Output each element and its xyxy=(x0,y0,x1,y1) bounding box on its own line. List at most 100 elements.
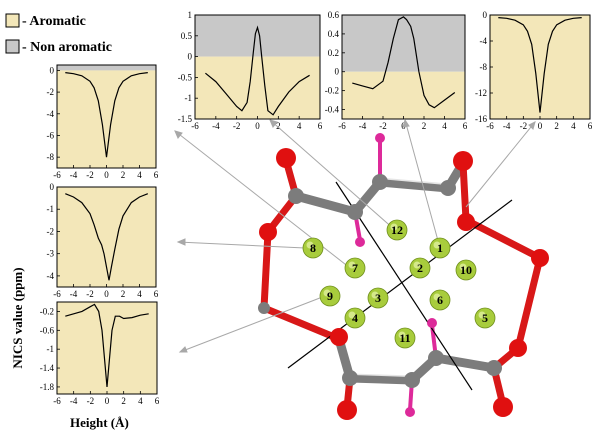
x-tick-label: -2 xyxy=(86,170,94,180)
x-tick-label: -6 xyxy=(191,121,199,131)
y-tick-label: -2 xyxy=(47,226,55,236)
x-tick-label: 4 xyxy=(137,289,142,299)
ring-label: 6 xyxy=(437,293,443,307)
x-tick-label: -4 xyxy=(70,170,78,180)
aromatic-region xyxy=(195,56,320,119)
non-aromatic-region xyxy=(57,65,156,71)
y-tick-label: 0.4 xyxy=(328,29,340,39)
nics-probe-5: 5 xyxy=(474,307,496,329)
x-tick-label: 4 xyxy=(297,121,302,131)
x-tick-label: -6 xyxy=(338,121,346,131)
carbon-atom xyxy=(372,174,388,190)
carbon-atom xyxy=(258,302,270,314)
oxygen-bond xyxy=(260,304,343,343)
carbon-atom xyxy=(428,350,444,366)
nics-plot-ring-7: -6 -4 -2 0 2 4 6 0 -1 -2 -3 -4 xyxy=(47,182,159,299)
x-tick-label: 0 xyxy=(255,121,260,131)
carbon-atom xyxy=(404,372,420,388)
nics-plot-ring-8: -6 -4 -2 0 2 4 6 0 -2 -4 -6 -8 xyxy=(47,64,159,180)
carbon-atom xyxy=(342,370,358,386)
y-tick-label: -4 xyxy=(47,271,55,281)
x-tick-label: 6 xyxy=(463,121,468,131)
x-tick-label: 6 xyxy=(318,121,323,131)
carbon-atom xyxy=(440,180,456,196)
ring-label: 7 xyxy=(352,261,358,275)
x-tick-label: 2 xyxy=(276,121,281,131)
y-tick-label: 0 xyxy=(50,65,55,75)
y-tick-label: 0 xyxy=(50,182,55,192)
x-tick-label: -4 xyxy=(359,121,367,131)
x-tick-label: 6 xyxy=(588,121,593,131)
probe-arrows xyxy=(174,118,536,353)
nics-probe-1: 1 xyxy=(429,237,451,259)
y-tick-label: -16 xyxy=(475,114,487,124)
hydrogen-atom xyxy=(405,407,415,417)
y-tick-label: 0.5 xyxy=(181,31,193,41)
nics-probe-2: 2 xyxy=(409,257,431,279)
y-tick-label: -1 xyxy=(47,204,55,214)
y-tick-label: 0 xyxy=(188,52,193,62)
oxygen-bond xyxy=(459,159,470,224)
y-tick-label: -0.6 xyxy=(40,325,55,335)
aromatic-region xyxy=(57,70,156,168)
carbon-bond xyxy=(345,373,417,385)
molecule-structure xyxy=(258,133,549,420)
nics-curve xyxy=(65,72,148,158)
x-tick-label: -2 xyxy=(233,121,241,131)
oxygen-bond xyxy=(514,254,544,352)
x-tick-label: -2 xyxy=(379,121,387,131)
nics-probe-3: 3 xyxy=(367,287,389,309)
carbon-atom xyxy=(347,204,363,220)
y-tick-label: 0.2 xyxy=(328,48,339,58)
y-axis-title: NICS value (ppm) xyxy=(10,267,25,368)
y-tick-label: -1 xyxy=(185,93,193,103)
nics-curve xyxy=(498,17,582,113)
ring-label: 10 xyxy=(460,263,472,277)
ring-label: 1 xyxy=(437,241,443,255)
x-tick-label: 2 xyxy=(121,289,126,299)
x-tick-label: -2 xyxy=(86,289,94,299)
ring-label: 12 xyxy=(391,223,403,237)
y-tick-label: -0.4 xyxy=(325,105,340,115)
aromatic-region xyxy=(490,15,590,119)
nics-plot-ring-12: -6 -4 -2 0 2 4 6 1 0.5 0 -0.5 -1 -1.5 xyxy=(178,10,323,131)
oxygen-atom xyxy=(259,223,277,241)
hydrogen-atom xyxy=(355,237,365,247)
legend-label-non-aromatic: - Non aromatic xyxy=(22,40,112,55)
x-tick-label: 0 xyxy=(538,121,543,131)
x-tick-label: 6 xyxy=(154,289,159,299)
oxygen-atom xyxy=(330,328,348,346)
y-tick-label: 1 xyxy=(188,10,193,20)
x-tick-label: -6 xyxy=(53,396,61,406)
oxygen-atom xyxy=(531,249,549,267)
guide-line xyxy=(287,199,513,369)
x-tick-label: 4 xyxy=(137,170,142,180)
nics-probe-6: 6 xyxy=(429,289,451,311)
y-tick-label: 0 xyxy=(335,67,340,77)
y-tick-label: -2 xyxy=(47,87,55,97)
y-tick-label: -1.5 xyxy=(178,114,193,124)
aromatic-region xyxy=(57,187,156,287)
nics-probe-8: 8 xyxy=(302,237,324,259)
ring-label: 4 xyxy=(352,311,358,325)
oxygen-atom xyxy=(457,213,475,231)
legend: - Aromatic - Non aromatic xyxy=(5,13,112,55)
y-tick-label: 0 xyxy=(483,10,488,20)
carbon-atom xyxy=(288,188,304,204)
non-aromatic-region xyxy=(342,15,465,72)
x-tick-label: -6 xyxy=(53,289,61,299)
hydrogen-atom xyxy=(375,133,385,143)
carbon-bond xyxy=(431,353,499,373)
oxygen-atom xyxy=(453,151,473,171)
nics-curve xyxy=(65,303,149,387)
nics-probe-9: 9 xyxy=(319,285,341,307)
x-tick-label: -4 xyxy=(70,289,78,299)
x-tick-label: 4 xyxy=(138,396,143,406)
nics-curve xyxy=(65,193,149,281)
x-tick-label: -4 xyxy=(70,396,78,406)
nics-probe-7: 7 xyxy=(344,257,366,279)
y-tick-label: -8 xyxy=(480,62,488,72)
